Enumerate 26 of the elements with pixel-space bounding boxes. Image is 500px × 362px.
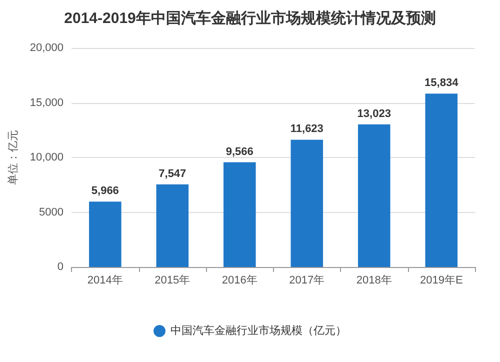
x-tick-label: 2018年 bbox=[356, 274, 392, 286]
x-tick-label: 2015年 bbox=[154, 274, 190, 286]
y-tick-label: 15,000 bbox=[30, 96, 64, 109]
text: 5,966 bbox=[91, 185, 119, 198]
bar bbox=[358, 124, 390, 267]
legend-label: 中国汽车金融行业市场规模（亿元） bbox=[170, 324, 346, 337]
x-tick-label: 2019年E bbox=[420, 274, 463, 286]
text: 7,547 bbox=[158, 168, 186, 180]
bar bbox=[156, 184, 189, 267]
x-tick-label: 2016年 bbox=[222, 274, 258, 286]
bar bbox=[425, 94, 458, 267]
y-tick-label: 0 bbox=[57, 261, 64, 273]
chart-title: 2014-2019年中国汽车金融行业市场规模统计情况及预测 bbox=[64, 9, 436, 27]
text: 11,623 bbox=[290, 123, 324, 136]
text: 15,834 bbox=[424, 77, 458, 90]
bar bbox=[89, 202, 122, 267]
y-tick-label: 10,000 bbox=[30, 152, 64, 164]
y-tick-label: 20,000 bbox=[30, 42, 64, 54]
x-tick-label: 2017年 bbox=[289, 274, 325, 286]
bar bbox=[224, 162, 256, 267]
text: 9,566 bbox=[226, 146, 254, 158]
text: 13,023 bbox=[357, 108, 391, 120]
y-axis-title: 单位：亿元 bbox=[6, 130, 20, 185]
x-tick-label: 2014年 bbox=[87, 274, 123, 286]
y-tick-label: 5000 bbox=[39, 206, 64, 218]
bar bbox=[290, 140, 324, 267]
